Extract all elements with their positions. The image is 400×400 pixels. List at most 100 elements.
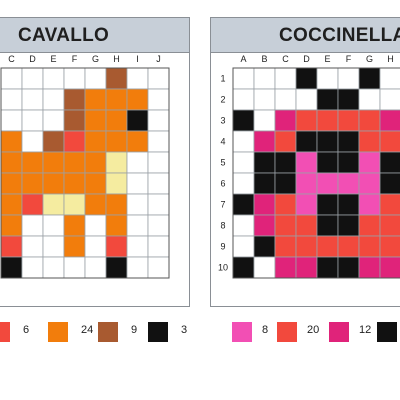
grid-cell[interactable]: [84, 235, 107, 258]
grid-cell[interactable]: [274, 256, 297, 279]
grid-cell[interactable]: [63, 88, 86, 111]
grid-cell[interactable]: [42, 172, 65, 195]
grid-cell[interactable]: [232, 235, 255, 258]
grid-cell[interactable]: [337, 256, 360, 279]
grid-cell[interactable]: [274, 109, 297, 132]
grid-cell[interactable]: [316, 172, 339, 195]
grid-cell[interactable]: [63, 151, 86, 174]
grid-cell[interactable]: [0, 214, 23, 237]
grid-cell[interactable]: [105, 109, 128, 132]
grid-cell[interactable]: [105, 172, 128, 195]
grid-cell[interactable]: [63, 109, 86, 132]
grid-cell[interactable]: [253, 109, 276, 132]
grid-cell[interactable]: [379, 214, 400, 237]
grid-cell[interactable]: [379, 151, 400, 174]
grid-cell[interactable]: [84, 172, 107, 195]
grid-cell[interactable]: [42, 235, 65, 258]
grid-cell[interactable]: [0, 256, 23, 279]
grid-cell[interactable]: [126, 88, 149, 111]
grid-cell[interactable]: [126, 256, 149, 279]
grid-cell[interactable]: [105, 214, 128, 237]
grid-cell[interactable]: [84, 214, 107, 237]
grid-cell[interactable]: [105, 256, 128, 279]
grid-cell[interactable]: [105, 130, 128, 153]
grid-cell[interactable]: [42, 151, 65, 174]
grid-cell[interactable]: [232, 109, 255, 132]
grid-cell[interactable]: [379, 130, 400, 153]
grid-cell[interactable]: [316, 88, 339, 111]
grid-cell[interactable]: [105, 235, 128, 258]
grid-cell[interactable]: [147, 130, 170, 153]
grid-cell[interactable]: [274, 130, 297, 153]
grid-cell[interactable]: [126, 193, 149, 216]
grid-cell[interactable]: [147, 109, 170, 132]
grid-cell[interactable]: [126, 214, 149, 237]
grid-cell[interactable]: [358, 256, 381, 279]
grid-cell[interactable]: [274, 235, 297, 258]
grid-cell[interactable]: [126, 151, 149, 174]
grid-cell[interactable]: [126, 130, 149, 153]
grid-cell[interactable]: [232, 193, 255, 216]
grid-cell[interactable]: [126, 235, 149, 258]
grid-cell[interactable]: [42, 256, 65, 279]
grid-cell[interactable]: [316, 130, 339, 153]
grid-cell[interactable]: [232, 151, 255, 174]
grid-cell[interactable]: [337, 193, 360, 216]
grid-cell[interactable]: [253, 256, 276, 279]
grid-cell[interactable]: [295, 88, 318, 111]
grid-cell[interactable]: [337, 214, 360, 237]
grid-cell[interactable]: [253, 151, 276, 174]
grid-cell[interactable]: [147, 67, 170, 90]
grid-cell[interactable]: [21, 214, 44, 237]
grid-cell[interactable]: [358, 151, 381, 174]
grid-cell[interactable]: [379, 109, 400, 132]
grid-cell[interactable]: [63, 193, 86, 216]
grid-cell[interactable]: [337, 88, 360, 111]
grid-cell[interactable]: [295, 256, 318, 279]
grid-cell[interactable]: [337, 130, 360, 153]
grid-cell[interactable]: [274, 88, 297, 111]
grid-cell[interactable]: [63, 256, 86, 279]
grid-cell[interactable]: [84, 193, 107, 216]
grid-cell[interactable]: [147, 88, 170, 111]
grid-cell[interactable]: [0, 130, 23, 153]
grid-cell[interactable]: [253, 130, 276, 153]
grid-cell[interactable]: [21, 88, 44, 111]
grid-cell[interactable]: [84, 130, 107, 153]
grid-cell[interactable]: [42, 130, 65, 153]
grid-cell[interactable]: [337, 109, 360, 132]
grid-cell[interactable]: [379, 67, 400, 90]
grid-cell[interactable]: [0, 172, 23, 195]
grid-cell[interactable]: [21, 172, 44, 195]
grid-cell[interactable]: [358, 172, 381, 195]
grid-cell[interactable]: [358, 109, 381, 132]
grid-cell[interactable]: [21, 151, 44, 174]
grid-cell[interactable]: [253, 67, 276, 90]
grid-cell[interactable]: [232, 256, 255, 279]
grid-cell[interactable]: [253, 214, 276, 237]
grid-cell[interactable]: [105, 88, 128, 111]
grid-cell[interactable]: [316, 151, 339, 174]
grid-cell[interactable]: [147, 151, 170, 174]
grid-cell[interactable]: [42, 193, 65, 216]
grid-cell[interactable]: [337, 151, 360, 174]
grid-cell[interactable]: [358, 193, 381, 216]
grid-cell[interactable]: [316, 256, 339, 279]
grid-cell[interactable]: [84, 151, 107, 174]
grid-cell[interactable]: [379, 193, 400, 216]
grid-cell[interactable]: [358, 235, 381, 258]
grid-cell[interactable]: [316, 235, 339, 258]
grid-cell[interactable]: [147, 193, 170, 216]
grid-cell[interactable]: [147, 172, 170, 195]
grid-cell[interactable]: [358, 130, 381, 153]
grid-cell[interactable]: [295, 172, 318, 195]
grid-cell[interactable]: [21, 67, 44, 90]
grid-cell[interactable]: [379, 235, 400, 258]
grid-cell[interactable]: [232, 214, 255, 237]
grid-cell[interactable]: [147, 235, 170, 258]
grid-cell[interactable]: [42, 109, 65, 132]
grid-cell[interactable]: [358, 88, 381, 111]
grid-cell[interactable]: [316, 193, 339, 216]
grid-cell[interactable]: [0, 109, 23, 132]
grid-cell[interactable]: [21, 193, 44, 216]
